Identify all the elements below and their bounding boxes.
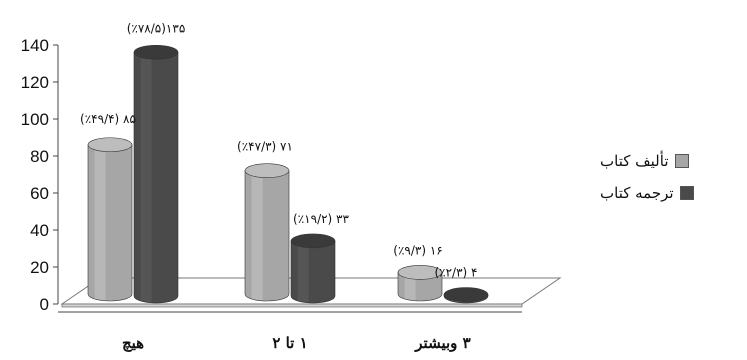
y-tick-label: 40 xyxy=(30,221,49,240)
bar-3-series-2 xyxy=(443,287,489,304)
legend-label-series-1: تألیف کتاب xyxy=(600,152,669,170)
bar-2-series-1 xyxy=(244,163,290,302)
legend-item-series-2: ترجمه کتاب xyxy=(600,179,740,207)
legend-swatch-series-2 xyxy=(679,186,694,200)
bar-highlight xyxy=(94,144,106,301)
data-label-3-2: (٪۲/۳) ۴ xyxy=(434,266,477,280)
legend-swatch-series-1 xyxy=(674,154,689,168)
bar-top xyxy=(397,265,443,280)
y-tick-label: 120 xyxy=(21,73,49,92)
y-tick-label: 100 xyxy=(21,110,49,129)
bar-top xyxy=(87,137,133,153)
data-label-1-2: (٪۷۸/۵)۱۳۵ xyxy=(127,21,186,35)
legend-label-series-2: ترجمه کتاب xyxy=(600,184,674,202)
bar-highlight xyxy=(251,170,263,301)
data-label-2-2: (٪۱۹/۲) ۳۳ xyxy=(293,212,349,226)
bar-top xyxy=(443,287,489,302)
bar-2-series-2 xyxy=(290,233,336,304)
bar-1-series-2 xyxy=(133,44,179,304)
bar-3-series-1 xyxy=(397,265,443,302)
data-label-2-1: (٪۴۷/۳) ۷۱ xyxy=(237,140,293,154)
y-tick-label: 140 xyxy=(21,36,49,55)
data-labels-group: (٪۴۹/۴) ۸۵ (٪۷۸/۵)۱۳۵ (٪۴۷/۳) ۷۱ (٪۱۹/۲) ۳۳… xyxy=(80,21,477,279)
bar-top xyxy=(290,233,336,249)
bars-group xyxy=(87,44,489,304)
bar-top xyxy=(244,163,290,178)
chart-floor-edge xyxy=(61,303,523,308)
bar-highlight xyxy=(297,240,309,303)
y-tick-label: 60 xyxy=(30,184,49,203)
legend: تألیف کتاب ترجمه کتاب xyxy=(600,147,740,211)
category-label-3: ۳ وبیشتر xyxy=(414,334,470,352)
y-tick-label: 0 xyxy=(40,295,49,314)
y-tick-label: 80 xyxy=(30,147,49,166)
bar-highlight xyxy=(140,52,152,303)
category-label-1: هیچ xyxy=(122,334,144,352)
data-label-1-1: (٪۴۹/۴) ۸۵ xyxy=(80,112,136,126)
category-label-2: ۱ تا ۲ xyxy=(272,334,307,352)
y-axis-ticks: 0 20 40 60 80 100 120 140 xyxy=(21,36,49,314)
category-labels-group: هیچ ۱ تا ۲ ۳ وبیشتر xyxy=(122,334,471,352)
y-tick-label: 20 xyxy=(30,258,49,277)
data-label-3-1: (٪۹/۳) ۱۶ xyxy=(393,243,442,257)
bar-highlight xyxy=(404,272,416,301)
bar-top xyxy=(133,44,179,60)
legend-item-series-1: تألیف کتاب xyxy=(600,147,740,175)
bar-1-series-1 xyxy=(87,137,133,302)
